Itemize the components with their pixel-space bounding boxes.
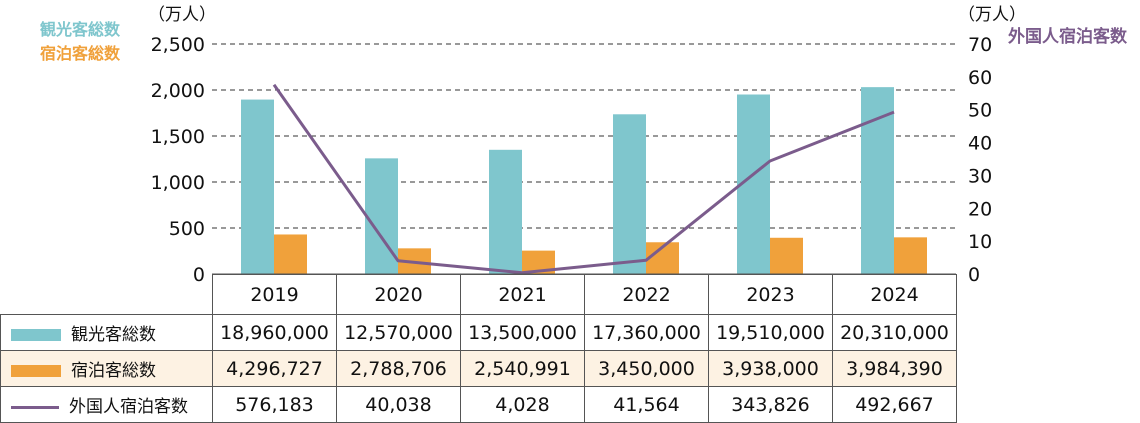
year-header: 2022 xyxy=(584,274,709,315)
table-cell: 20,310,000 xyxy=(832,314,957,351)
table-cell: 2,788,706 xyxy=(336,350,461,387)
legend-overnight-total: 宿泊客総数 xyxy=(40,44,121,63)
table-cell: 576,183 xyxy=(212,386,337,423)
right-tick-label: 70 xyxy=(968,34,992,56)
right-tick-label: 0 xyxy=(968,264,980,286)
line-swatch-icon xyxy=(11,405,59,409)
table-corner-cell xyxy=(0,274,213,315)
bar xyxy=(894,237,927,274)
table-cell: 492,667 xyxy=(832,386,957,423)
bar-swatch-icon xyxy=(11,365,61,377)
row-label: 観光客総数 xyxy=(0,314,213,351)
table-cell: 17,360,000 xyxy=(584,314,709,351)
table-cell: 18,960,000 xyxy=(212,314,337,351)
left-legend: 観光客総数 宿泊客総数 xyxy=(40,18,120,66)
table-header-row: 2019 2020 2021 2022 2023 2024 xyxy=(0,274,957,315)
bar xyxy=(241,99,274,275)
right-tick-label: 40 xyxy=(968,133,992,155)
right-tick-label: 60 xyxy=(968,67,992,89)
left-tick-label: 500 xyxy=(169,218,205,240)
table-cell: 3,450,000 xyxy=(584,350,709,387)
table-cell: 3,984,390 xyxy=(832,350,957,387)
left-tick-label: 1,500 xyxy=(151,126,205,148)
left-tick-label: 2,500 xyxy=(151,34,205,56)
table-row-foreign: 外国人宿泊客数 576,183 40,038 4,028 41,564 343,… xyxy=(0,386,957,423)
year-header: 2019 xyxy=(212,274,337,315)
bar-swatch-icon xyxy=(11,329,61,341)
table-row-tourists: 観光客総数 18,960,000 12,570,000 13,500,000 1… xyxy=(0,314,957,351)
table-cell: 41,564 xyxy=(584,386,709,423)
right-axis-unit: （万人） xyxy=(958,5,1026,25)
left-tick-label: 2,000 xyxy=(151,80,205,102)
row-label: 宿泊客総数 xyxy=(0,350,213,387)
table-row-overnight: 宿泊客総数 4,296,727 2,788,706 2,540,991 3,45… xyxy=(0,350,957,387)
table-cell: 12,570,000 xyxy=(336,314,461,351)
row-label: 外国人宿泊客数 xyxy=(0,386,213,423)
table-cell: 13,500,000 xyxy=(460,314,585,351)
table-cell: 40,038 xyxy=(336,386,461,423)
row-label-text: 外国人宿泊客数 xyxy=(69,397,188,417)
left-tick-label: 1,000 xyxy=(151,172,205,194)
row-label-text: 観光客総数 xyxy=(71,325,156,345)
series-line xyxy=(272,83,895,275)
legend-foreign-overnight: 外国人宿泊客数 xyxy=(1008,27,1127,47)
right-tick-label: 50 xyxy=(968,100,992,122)
right-tick-label: 20 xyxy=(968,198,992,220)
row-label-text: 宿泊客総数 xyxy=(71,361,156,381)
year-header: 2024 xyxy=(832,274,957,315)
year-header: 2021 xyxy=(460,274,585,315)
year-header: 2020 xyxy=(336,274,461,315)
table-cell: 4,296,727 xyxy=(212,350,337,387)
table-cell: 2,540,991 xyxy=(460,350,585,387)
bar xyxy=(489,149,522,274)
right-tick-label: 30 xyxy=(968,165,992,187)
year-header: 2023 xyxy=(708,274,833,315)
bar xyxy=(522,250,555,274)
bar xyxy=(770,237,803,274)
data-table: 2019 2020 2021 2022 2023 2024 観光客総数 18,9… xyxy=(0,274,957,423)
table-cell: 3,938,000 xyxy=(708,350,833,387)
bar xyxy=(274,234,307,274)
right-tick-label: 10 xyxy=(968,231,992,253)
legend-tourists-total: 観光客総数 xyxy=(40,20,121,39)
table-cell: 19,510,000 xyxy=(708,314,833,351)
bar xyxy=(365,158,398,274)
table-cell: 4,028 xyxy=(460,386,585,423)
bar xyxy=(613,114,646,275)
table-cell: 343,826 xyxy=(708,386,833,423)
left-axis-unit: （万人） xyxy=(148,5,216,25)
